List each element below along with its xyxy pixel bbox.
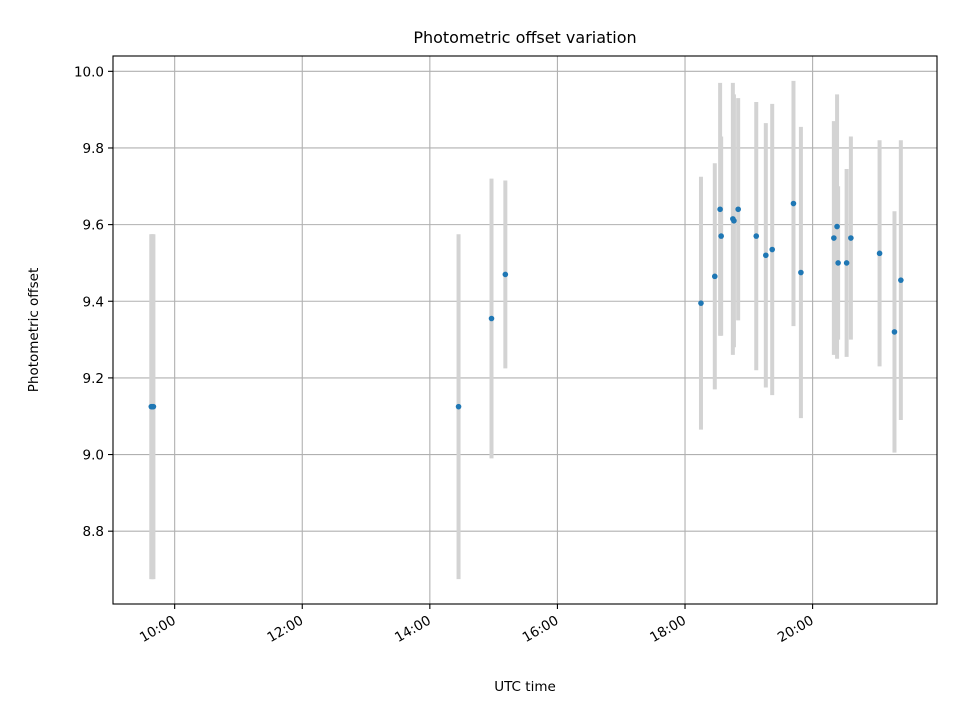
x-tick-label: 20:00 <box>775 613 817 646</box>
data-point <box>717 206 723 213</box>
data-point <box>898 277 904 283</box>
data-point <box>769 246 775 253</box>
x-axis-ticks: 10:00 12:00 14:00 16:00 18:00 20:00 <box>137 604 817 646</box>
x-tick-label: 14:00 <box>392 613 434 646</box>
data-point <box>455 403 462 410</box>
x-tick-label: 18:00 <box>647 613 689 646</box>
y-tick-label: 9.2 <box>83 371 104 387</box>
plot-frame <box>112 55 938 605</box>
data-point <box>735 206 741 213</box>
data-point <box>731 217 737 224</box>
x-axis-label: UTC time <box>494 679 556 695</box>
data-point <box>834 223 840 230</box>
data-point <box>876 250 883 257</box>
data-point <box>843 260 850 266</box>
data-point <box>488 315 495 322</box>
data-point <box>848 235 854 241</box>
grid <box>113 56 937 604</box>
y-tick-label: 9.4 <box>83 294 104 310</box>
data-point <box>150 403 157 410</box>
data-point <box>798 269 804 276</box>
data-points <box>148 200 904 410</box>
data-point <box>891 329 898 335</box>
data-point <box>835 260 841 266</box>
y-tick-label: 10.0 <box>74 64 104 80</box>
y-axis-label: Photometric offset <box>26 268 42 392</box>
y-tick-label: 9.6 <box>83 218 104 234</box>
data-point <box>698 300 704 306</box>
error-bars <box>149 80 903 580</box>
data-point <box>831 235 837 241</box>
chart-title: Photometric offset variation <box>413 28 636 47</box>
y-tick-label: 8.8 <box>83 524 104 540</box>
data-point <box>753 233 760 239</box>
y-tick-label: 9.0 <box>83 448 104 464</box>
y-tick-label: 9.8 <box>83 141 104 157</box>
data-point <box>718 233 724 239</box>
data-point <box>711 273 718 280</box>
x-tick-label: 10:00 <box>137 613 179 646</box>
y-axis-ticks: 8.8 9.0 9.2 9.4 9.6 9.8 10.0 <box>74 64 113 540</box>
data-point <box>502 271 509 278</box>
data-point <box>763 252 769 259</box>
x-tick-label: 12:00 <box>265 613 307 646</box>
data-point <box>790 200 797 207</box>
x-tick-label: 16:00 <box>520 613 562 646</box>
